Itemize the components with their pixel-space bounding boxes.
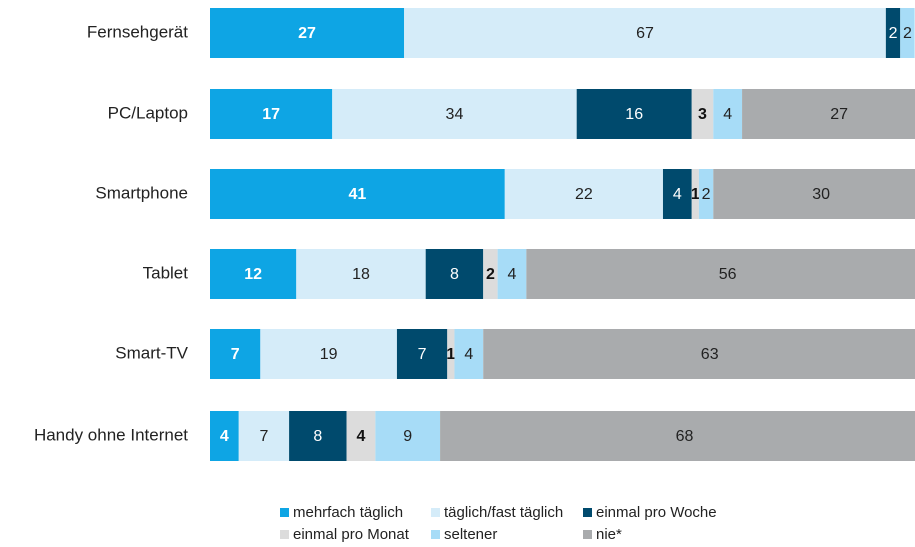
legend-swatch	[280, 530, 289, 539]
legend-label: einmal pro Woche	[596, 504, 717, 521]
legend-label: einmal pro Monat	[293, 526, 410, 543]
legend-swatch	[431, 530, 440, 539]
data-label: 27	[298, 25, 316, 42]
bar-segment	[454, 329, 484, 379]
data-label: 22	[575, 186, 593, 203]
data-label: 56	[719, 266, 737, 283]
data-label: 2	[889, 25, 898, 42]
data-label: 19	[320, 346, 338, 363]
data-label: 4	[508, 266, 517, 283]
bar-segment	[260, 329, 397, 379]
bar-segment	[526, 249, 915, 299]
bar-segment	[440, 411, 915, 461]
category-label: Handy ohne Internet	[34, 425, 188, 444]
bar-segment	[576, 89, 692, 139]
data-label: 34	[446, 106, 464, 123]
data-label: 8	[313, 428, 322, 445]
data-label: 4	[357, 428, 366, 445]
data-label: 68	[676, 428, 694, 445]
legend-swatch	[583, 530, 592, 539]
data-label: 4	[723, 106, 732, 123]
legend-label: mehrfach täglich	[293, 504, 403, 521]
bar-segment	[691, 89, 714, 139]
data-label: 17	[262, 106, 280, 123]
data-label: 7	[259, 428, 268, 445]
category-label: Smartphone	[95, 183, 188, 202]
bar-segment	[238, 411, 290, 461]
bar-segment	[210, 169, 505, 219]
bar-segment	[662, 169, 692, 219]
bar-segment	[289, 411, 347, 461]
bar-segment	[346, 411, 376, 461]
category-label: Smart-TV	[115, 343, 188, 362]
data-label: 8	[450, 266, 459, 283]
bar-segment	[497, 249, 527, 299]
data-label: 1	[691, 186, 700, 203]
bar-segment	[900, 8, 915, 58]
bar-segment	[425, 249, 484, 299]
data-label: 2	[903, 25, 912, 42]
bar-segment	[504, 169, 663, 219]
data-label: 67	[636, 25, 654, 42]
data-label: 4	[673, 186, 682, 203]
bar-segment	[210, 249, 297, 299]
data-label: 63	[701, 346, 719, 363]
data-label: 9	[403, 428, 412, 445]
data-label: 27	[830, 106, 848, 123]
bar-segment	[210, 8, 405, 58]
data-label: 18	[352, 266, 370, 283]
bar-segment	[742, 89, 915, 139]
bar-segment	[698, 169, 714, 219]
data-label: 1	[446, 346, 455, 363]
bar-segment	[447, 329, 455, 379]
data-label: 30	[812, 186, 830, 203]
bar-segment	[713, 169, 915, 219]
legend-swatch	[280, 508, 289, 517]
data-label: 4	[464, 346, 473, 363]
bar-segment	[691, 169, 699, 219]
bar-segment	[210, 89, 333, 139]
bar-segment	[483, 249, 498, 299]
legend-label: nie*	[596, 526, 622, 543]
bar-segment	[404, 8, 886, 58]
category-label: Tablet	[143, 263, 189, 282]
data-label: 12	[244, 266, 262, 283]
data-label: 16	[625, 106, 643, 123]
data-label: 7	[231, 346, 240, 363]
category-label: Fernsehgerät	[87, 22, 188, 41]
data-label: 3	[698, 106, 707, 123]
data-label: 2	[486, 266, 495, 283]
data-label: 4	[220, 428, 229, 445]
legend-swatch	[583, 508, 592, 517]
bar-segment	[210, 329, 261, 379]
data-label: 2	[702, 186, 711, 203]
bar-segment	[210, 411, 239, 461]
bar-segment	[375, 411, 441, 461]
bar-segment	[713, 89, 743, 139]
category-label: PC/Laptop	[108, 103, 188, 122]
bar-segment	[396, 329, 448, 379]
bar-segment	[483, 329, 915, 379]
legend-label: täglich/fast täglich	[444, 504, 563, 521]
legend-swatch	[431, 508, 440, 517]
bar-segment	[296, 249, 426, 299]
bar-segment	[885, 8, 901, 58]
legend-label: seltener	[444, 526, 497, 543]
data-label: 7	[418, 346, 427, 363]
data-label: 41	[348, 186, 366, 203]
bar-segment	[332, 89, 577, 139]
